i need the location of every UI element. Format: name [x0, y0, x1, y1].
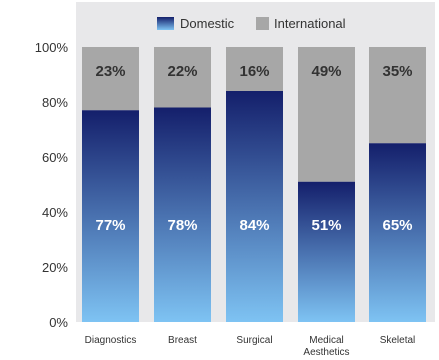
data-label-international: 16% — [239, 63, 269, 80]
data-label-international: 35% — [382, 63, 412, 80]
legend: Domestic International — [157, 16, 346, 31]
bar-international — [82, 47, 139, 111]
bar-domestic — [298, 181, 355, 322]
data-label-domestic: 78% — [167, 217, 197, 234]
data-label-international: 49% — [311, 63, 341, 80]
legend-swatch-international — [256, 17, 269, 30]
data-label-domestic: 77% — [95, 217, 125, 234]
bar-international — [369, 47, 426, 144]
y-tick-label: 100% — [35, 40, 69, 55]
legend-label-domestic: Domestic — [180, 16, 235, 31]
data-label-international: 23% — [95, 63, 125, 80]
legend-label-international: International — [274, 16, 346, 31]
x-category-label: Skeletal — [380, 335, 416, 346]
x-axis: Diagnostics Breast Surgical MedicalAestheti… — [85, 335, 416, 358]
bar-international — [298, 47, 355, 182]
x-category-label: Surgical — [236, 335, 272, 346]
x-category-label: Medical — [309, 335, 343, 346]
x-category-label: Aesthetics — [303, 347, 349, 358]
y-tick-label: 60% — [42, 150, 68, 165]
y-axis: 0% 20% 40% 60% 80% 100% — [35, 40, 69, 330]
bar-international — [154, 47, 211, 108]
bar-domestic — [369, 143, 426, 322]
y-tick-label: 80% — [42, 95, 68, 110]
y-tick-label: 40% — [42, 205, 68, 220]
legend-swatch-domestic — [157, 17, 174, 30]
bars: 23% 77% 22% 78% 16% 84% 49% 51% 35% 65% — [82, 47, 426, 322]
data-label-domestic: 84% — [239, 217, 269, 234]
data-label-international: 22% — [167, 63, 197, 80]
bar-domestic — [154, 107, 211, 322]
y-tick-label: 20% — [42, 260, 68, 275]
x-category-label: Diagnostics — [85, 335, 137, 346]
bar-domestic — [226, 91, 283, 322]
data-label-domestic: 51% — [311, 217, 341, 234]
y-tick-label: 0% — [49, 315, 68, 330]
x-category-label: Breast — [168, 335, 197, 346]
data-label-domestic: 65% — [382, 217, 412, 234]
bar-domestic — [82, 110, 139, 322]
bar-international — [226, 47, 283, 91]
